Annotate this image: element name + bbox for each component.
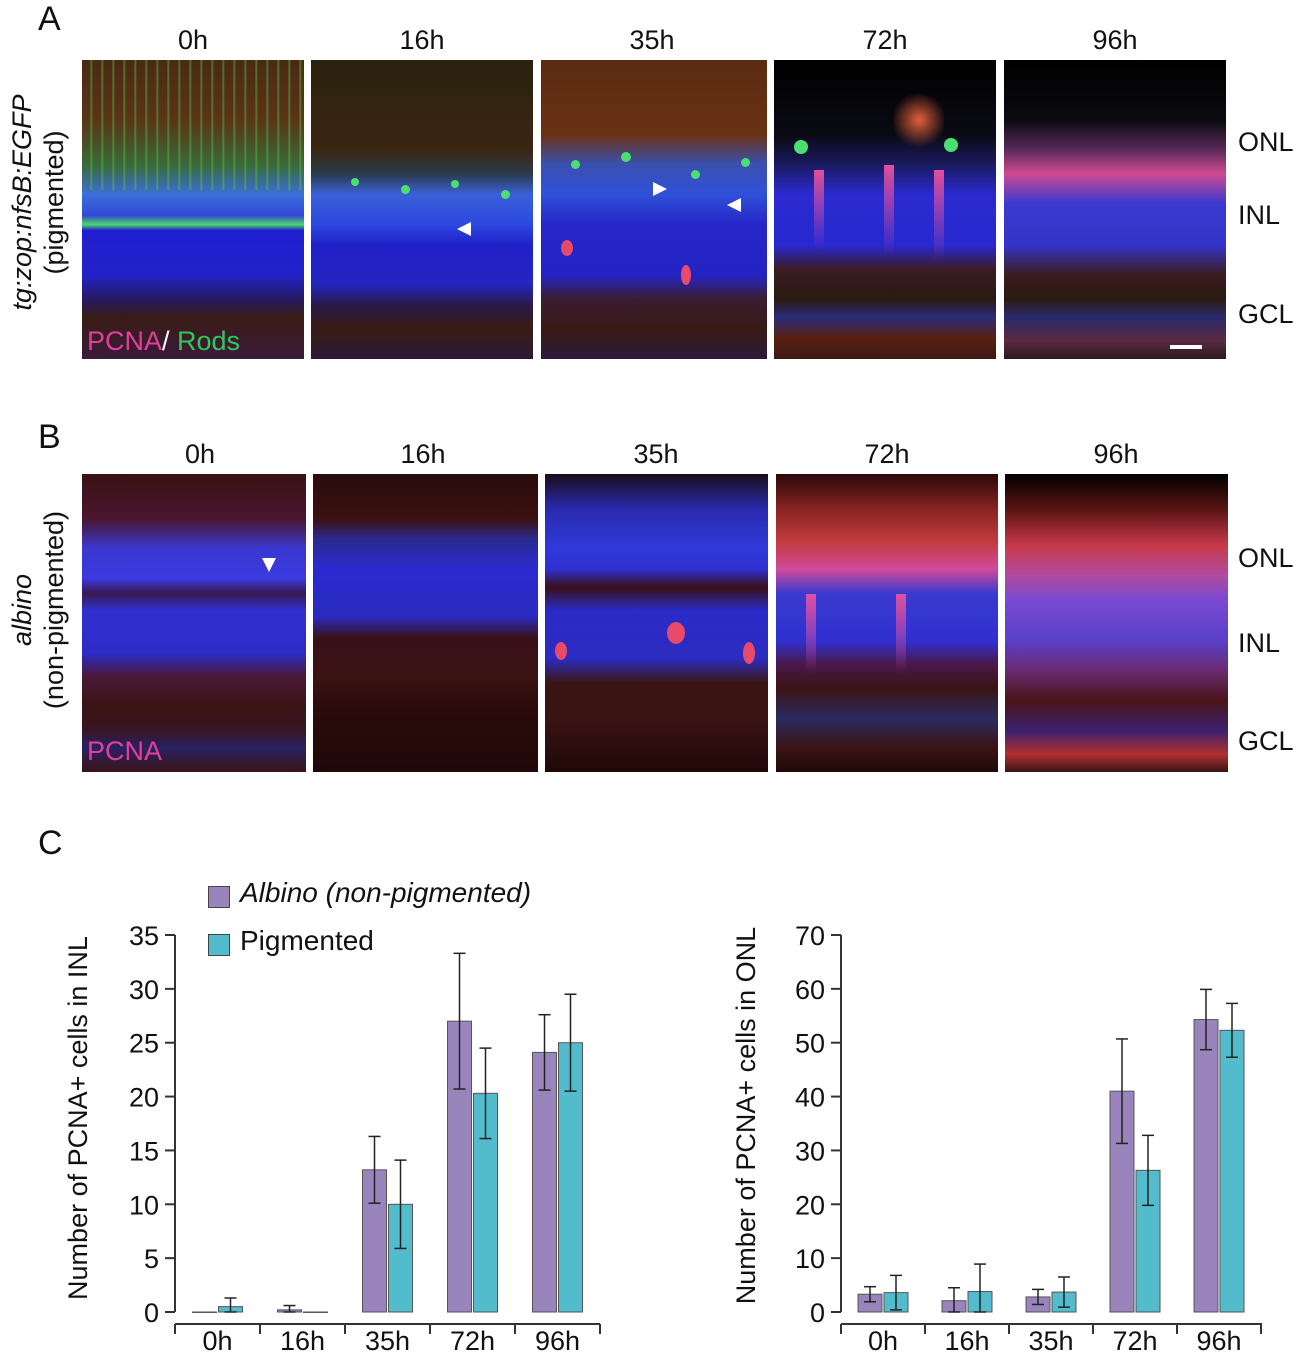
arrowhead-icon bbox=[262, 558, 276, 572]
panel-a-layer-gcl: GCL bbox=[1238, 299, 1294, 329]
panel-b-layer-onl: ONL bbox=[1238, 543, 1294, 573]
inl-x-tick-label: 72h bbox=[450, 1326, 495, 1352]
panel-b-timepoint-2: 35h bbox=[633, 439, 679, 469]
stain-pcna: PCNA bbox=[87, 326, 163, 356]
micrograph-a-16h bbox=[311, 60, 533, 359]
micrograph-b-16h bbox=[313, 474, 538, 772]
inl-y-tick-label: 15 bbox=[129, 1136, 159, 1166]
inl-y-tick-label: 35 bbox=[129, 921, 159, 951]
micrograph-b-35h bbox=[545, 474, 768, 772]
inl-y-tick-label: 0 bbox=[144, 1298, 159, 1328]
panel-a-layer-inl: INL bbox=[1238, 200, 1281, 230]
panel-b-layer-gcl: GCL bbox=[1238, 726, 1294, 756]
onl-y-tick-label: 10 bbox=[795, 1244, 825, 1274]
onl-y-tick-label: 60 bbox=[795, 975, 825, 1005]
inl-bar bbox=[303, 1311, 328, 1313]
stain-rods: Rods bbox=[177, 326, 241, 356]
onl-x-tick-label: 72h bbox=[1112, 1326, 1157, 1352]
onl-bar bbox=[1219, 1029, 1245, 1313]
panel-a-timepoint-3: 72h bbox=[862, 25, 908, 55]
inl-x-tick-label: 0h bbox=[202, 1326, 232, 1352]
panel-b-stain-legend: PCNA bbox=[87, 736, 163, 766]
onl-y-tick-label: 40 bbox=[795, 1083, 825, 1113]
panel-a-layer-onl: ONL bbox=[1238, 127, 1294, 157]
panel-b-timepoint-4: 96h bbox=[1093, 439, 1139, 469]
panel-b-timepoint-3: 72h bbox=[864, 439, 910, 469]
legend-pigmented-label: Pigmented bbox=[240, 925, 374, 956]
panel-a-timepoint-2: 35h bbox=[629, 25, 675, 55]
scale-bar bbox=[1170, 345, 1202, 349]
legend-pigmented-swatch bbox=[208, 934, 230, 956]
inl-y-tick-label: 30 bbox=[129, 975, 159, 1005]
panel-a-timepoint-4: 96h bbox=[1092, 25, 1138, 55]
micrograph-a-35h bbox=[541, 60, 767, 359]
onl-y-tick-label: 0 bbox=[810, 1298, 825, 1328]
inl-y-tick-label: 5 bbox=[144, 1244, 159, 1274]
inl-bar bbox=[192, 1311, 217, 1313]
legend-albino-swatch bbox=[208, 886, 230, 908]
micrograph-b-0h: PCNA bbox=[82, 474, 306, 772]
panel-a-letter: A bbox=[38, 0, 61, 38]
micrograph-b-96h bbox=[1005, 474, 1228, 772]
inl-y-tick-label: 20 bbox=[129, 1083, 159, 1113]
stain-separator: / bbox=[162, 326, 178, 356]
onl-y-tick-label: 70 bbox=[795, 921, 825, 951]
arrowhead-icon bbox=[727, 198, 741, 212]
panel-b-timepoint-1: 16h bbox=[400, 439, 446, 469]
onl-x-tick-label: 96h bbox=[1196, 1326, 1241, 1352]
onl-x-tick-label: 0h bbox=[868, 1326, 898, 1352]
panel-b-letter: B bbox=[38, 418, 61, 456]
inl-y-tick-label: 25 bbox=[129, 1029, 159, 1059]
legend-albino-label: Albino (non-pigmented) bbox=[240, 877, 532, 908]
micrograph-b-72h bbox=[776, 474, 998, 772]
inl-x-tick-label: 96h bbox=[535, 1326, 580, 1352]
inl-bar bbox=[532, 1051, 557, 1313]
inl-y-tick-label: 10 bbox=[129, 1190, 159, 1220]
onl-x-tick-label: 16h bbox=[944, 1326, 989, 1352]
arrowhead-icon bbox=[653, 182, 667, 196]
micrograph-a-96h bbox=[1004, 60, 1226, 359]
onl-y-tick-label: 50 bbox=[795, 1029, 825, 1059]
panel-a-timepoint-0: 0h bbox=[177, 25, 209, 55]
inl-x-tick-label: 35h bbox=[365, 1326, 410, 1352]
onl-y-tick-label: 20 bbox=[795, 1190, 825, 1220]
panel-a-timepoint-1: 16h bbox=[399, 25, 445, 55]
panel-c-letter: C bbox=[38, 824, 63, 862]
arrowhead-icon bbox=[457, 222, 471, 236]
onl-bar bbox=[1193, 1019, 1219, 1313]
onl-x-tick-label: 35h bbox=[1028, 1326, 1073, 1352]
panel-a-stain-legend: PCNA/ Rods bbox=[87, 326, 240, 357]
panel-b-layer-inl: INL bbox=[1238, 628, 1281, 658]
onl-y-tick-label: 30 bbox=[795, 1136, 825, 1166]
micrograph-a-72h bbox=[774, 60, 996, 359]
inl-x-tick-label: 16h bbox=[280, 1326, 325, 1352]
micrograph-a-0h: PCNA/ Rods bbox=[82, 60, 304, 359]
panel-b-timepoint-0: 0h bbox=[184, 439, 216, 469]
